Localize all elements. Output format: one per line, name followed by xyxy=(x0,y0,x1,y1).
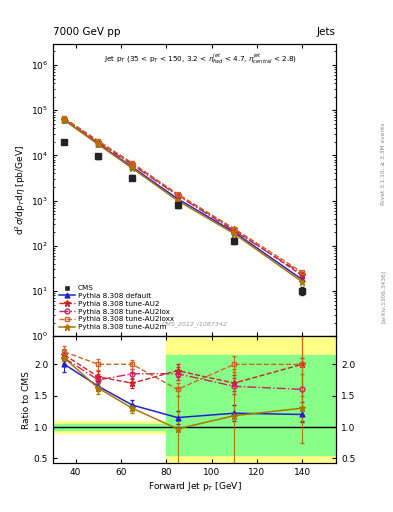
Pythia 8.308 default xyxy=(96,141,101,147)
Y-axis label: Ratio to CMS: Ratio to CMS xyxy=(22,371,31,429)
Text: Jets: Jets xyxy=(317,27,336,37)
Pythia 8.308 default xyxy=(232,229,237,235)
Y-axis label: d$^2\sigma$/dp$_T$d$\eta$ [pb/GeV]: d$^2\sigma$/dp$_T$d$\eta$ [pb/GeV] xyxy=(14,145,28,235)
Pythia 8.308 tune-AU2m xyxy=(96,141,101,147)
Pythia 8.308 tune-AU2m xyxy=(300,279,305,285)
Pythia 8.308 tune-AU2lox xyxy=(130,162,135,168)
Pythia 8.308 default xyxy=(175,196,180,202)
Pythia 8.308 tune-AU2lox xyxy=(300,271,305,277)
Pythia 8.308 tune-AU2lox xyxy=(175,193,180,199)
Pythia 8.308 tune-AU2 xyxy=(130,161,135,167)
Pythia 8.308 tune-AU2loxx xyxy=(130,160,135,166)
Pythia 8.308 tune-AU2 xyxy=(300,272,305,279)
Pythia 8.308 tune-AU2lox xyxy=(96,140,101,146)
Line: Pythia 8.308 default: Pythia 8.308 default xyxy=(62,118,305,282)
Text: [arXiv:1306.3436]: [arXiv:1306.3436] xyxy=(381,270,386,324)
Text: Jet p$_T$ (35 < p$_T$ < 150, 3.2 < $\eta^{jet}_{fwd}$ < 4.7, $\eta^{jet}_{centra: Jet p$_T$ (35 < p$_T$ < 150, 3.2 < $\eta… xyxy=(104,52,297,66)
Pythia 8.308 tune-AU2loxx xyxy=(175,191,180,197)
Pythia 8.308 tune-AU2loxx xyxy=(232,225,237,231)
Text: Rivet 3.1.10, ≥ 3.3M events: Rivet 3.1.10, ≥ 3.3M events xyxy=(381,122,386,205)
Text: CMS_2012_I1087342: CMS_2012_I1087342 xyxy=(162,322,228,327)
Pythia 8.308 tune-AU2 xyxy=(62,116,67,122)
Line: Pythia 8.308 tune-AU2loxx: Pythia 8.308 tune-AU2loxx xyxy=(62,116,305,274)
Pythia 8.308 tune-AU2m xyxy=(232,230,237,237)
Pythia 8.308 default xyxy=(130,164,135,170)
Pythia 8.308 tune-AU2loxx xyxy=(62,115,67,121)
Line: Pythia 8.308 tune-AU2m: Pythia 8.308 tune-AU2m xyxy=(61,117,305,285)
Pythia 8.308 tune-AU2 xyxy=(175,191,180,198)
Pythia 8.308 default xyxy=(62,117,67,123)
Pythia 8.308 tune-AU2 xyxy=(232,226,237,232)
Legend: CMS, Pythia 8.308 default, Pythia 8.308 tune-AU2, Pythia 8.308 tune-AU2lox, Pyth: CMS, Pythia 8.308 default, Pythia 8.308 … xyxy=(57,283,176,332)
Pythia 8.308 tune-AU2m xyxy=(175,198,180,204)
Pythia 8.308 tune-AU2m xyxy=(130,165,135,172)
Pythia 8.308 tune-AU2lox xyxy=(232,228,237,234)
Pythia 8.308 tune-AU2loxx xyxy=(96,138,101,144)
Pythia 8.308 tune-AU2 xyxy=(96,139,101,145)
X-axis label: Forward Jet p$_T$ [GeV]: Forward Jet p$_T$ [GeV] xyxy=(148,480,241,493)
Pythia 8.308 tune-AU2loxx xyxy=(300,269,305,275)
Line: Pythia 8.308 tune-AU2lox: Pythia 8.308 tune-AU2lox xyxy=(62,117,305,276)
Line: Pythia 8.308 tune-AU2: Pythia 8.308 tune-AU2 xyxy=(61,116,305,279)
Pythia 8.308 tune-AU2lox xyxy=(62,116,67,122)
Pythia 8.308 default xyxy=(300,276,305,283)
Text: 7000 GeV pp: 7000 GeV pp xyxy=(53,27,121,37)
Pythia 8.308 tune-AU2m xyxy=(62,117,67,123)
